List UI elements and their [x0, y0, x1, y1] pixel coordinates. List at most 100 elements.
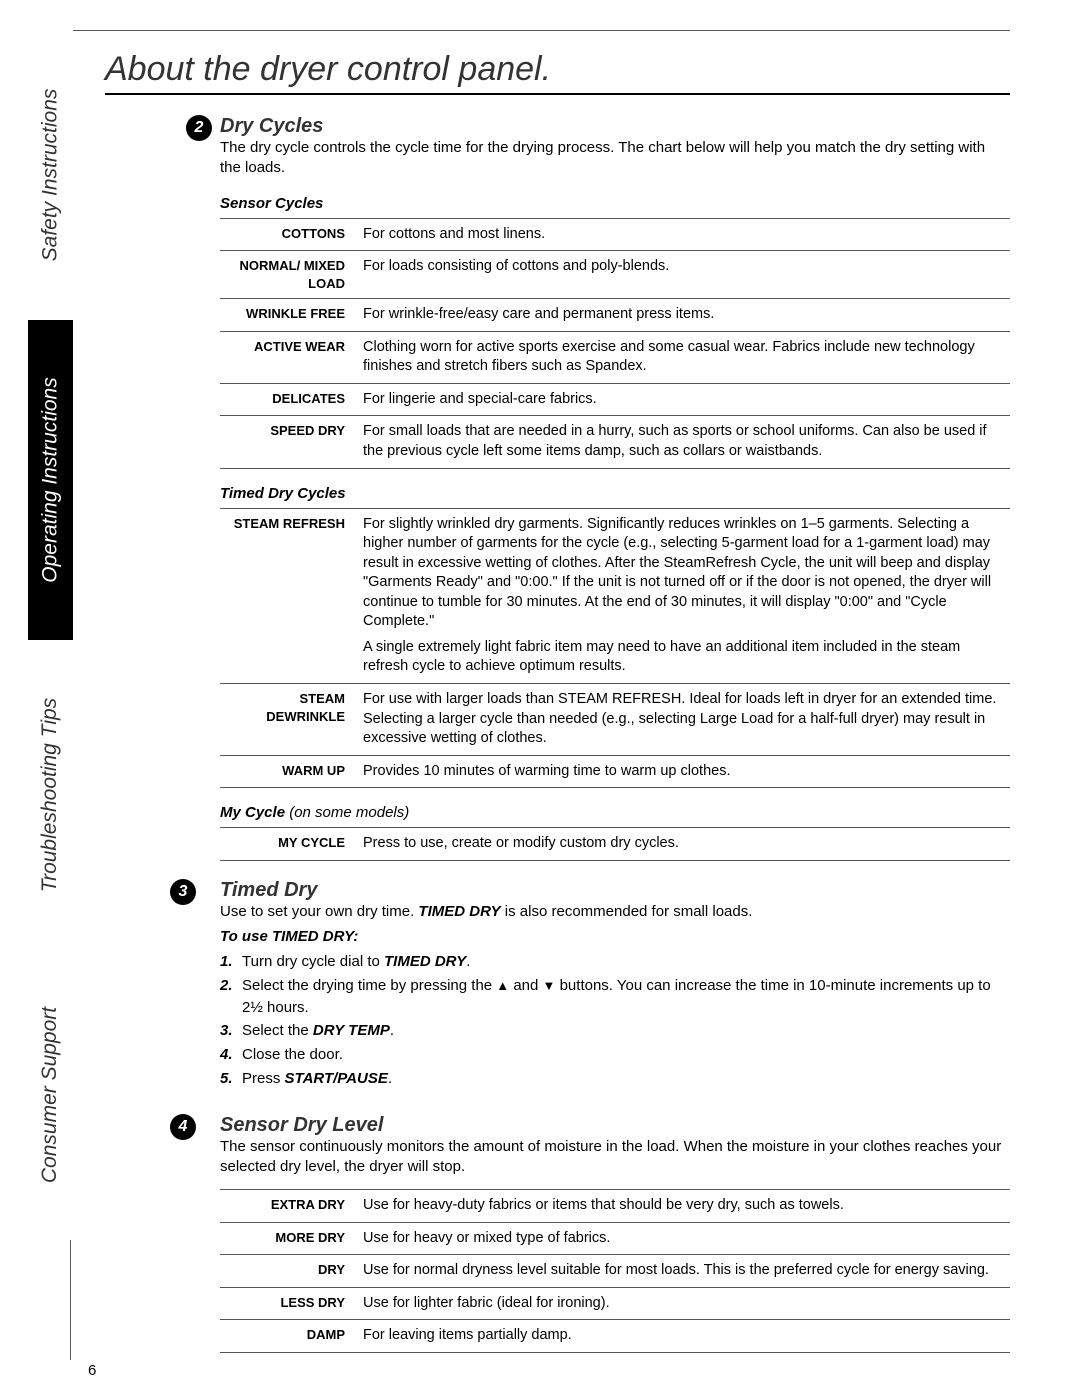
intro-sensor-dry-level: The sensor continuously monitors the amo…: [220, 1137, 1010, 1178]
cycle-label: DELICATES: [220, 383, 355, 416]
table-sensor-cycles: COTTONSFor cottons and most linens.NORMA…: [220, 218, 1010, 469]
my-cycle-note: (on some models): [285, 804, 409, 821]
cycle-label: LESS DRY: [220, 1287, 355, 1320]
table-row: ACTIVE WEARClothing worn for active spor…: [220, 331, 1010, 383]
table-row: LESS DRYUse for lighter fabric (ideal fo…: [220, 1287, 1010, 1320]
cycle-label: NORMAL/ MIXED LOAD: [220, 251, 355, 299]
t: Select the drying time by pressing the: [242, 977, 496, 994]
cycle-description: For loads consisting of cottons and poly…: [355, 251, 1010, 299]
txt-bold: TIMED DRY: [418, 903, 500, 920]
table-row: WRINKLE FREEFor wrinkle-free/easy care a…: [220, 299, 1010, 332]
txt: is also recommended for small loads.: [501, 903, 753, 920]
table-my-cycle: MY CYCLEPress to use, create or modify c…: [220, 827, 1010, 861]
cycle-label: ACTIVE WEAR: [220, 331, 355, 383]
cycle-description: For cottons and most linens.: [355, 218, 1010, 251]
list-item: 5.Press START/PAUSE.: [220, 1068, 1010, 1090]
sidebar-tab: Consumer Support: [28, 950, 73, 1240]
heading-dry-cycles: Dry Cycles: [220, 115, 1010, 138]
page-title: About the dryer control panel.: [105, 50, 1010, 95]
sidebar-tabs: Safety Instructions Operating Instruction…: [28, 30, 73, 1360]
cycle-description: Press to use, create or modify custom dr…: [355, 828, 1010, 861]
heading-my-cycle: My Cycle (on some models): [220, 804, 1010, 821]
sidebar-tab-label: Troubleshooting Tips: [39, 698, 63, 892]
table-row: SPEED DRYFor small loads that are needed…: [220, 416, 1010, 468]
table-row: EXTRA DRYUse for heavy-duty fabrics or i…: [220, 1190, 1010, 1223]
section-timed-dry: 3 Timed Dry Use to set your own dry time…: [220, 879, 1010, 1090]
num: 2.: [220, 975, 242, 1019]
cycle-description-extra: A single extremely light fabric item may…: [363, 638, 1002, 677]
sidebar-tab-label: Consumer Support: [39, 1007, 63, 1183]
page-number: 6: [88, 1362, 96, 1379]
bullet-2-icon: 2: [186, 115, 212, 141]
num: 4.: [220, 1044, 242, 1066]
step-text: Press START/PAUSE.: [242, 1068, 392, 1090]
t: .: [388, 1070, 392, 1087]
cycle-description: For use with larger loads than STEAM REF…: [355, 684, 1010, 756]
t: START/PAUSE: [285, 1070, 388, 1087]
section-sensor-dry-level: 4 Sensor Dry Level The sensor continuous…: [220, 1114, 1010, 1353]
cycle-label: MORE DRY: [220, 1222, 355, 1255]
step-text: Turn dry cycle dial to TIMED DRY.: [242, 951, 470, 973]
cycle-description: Clothing worn for active sports exercise…: [355, 331, 1010, 383]
t: TIMED DRY: [384, 953, 466, 970]
timed-dry-steps: 1.Turn dry cycle dial to TIMED DRY. 2.Se…: [220, 951, 1010, 1090]
table-sensor-dry-level: EXTRA DRYUse for heavy-duty fabrics or i…: [220, 1189, 1010, 1353]
table-row: DAMPFor leaving items partially damp.: [220, 1320, 1010, 1353]
heading-timed-dry: Timed Dry: [220, 879, 1010, 902]
t: .: [390, 1022, 394, 1039]
list-item: 3.Select the DRY TEMP.: [220, 1020, 1010, 1042]
table-row: DRYUse for normal dryness level suitable…: [220, 1255, 1010, 1288]
heading-to-use-timed-dry: To use TIMED DRY:: [220, 928, 1010, 945]
cycle-description: Use for normal dryness level suitable fo…: [355, 1255, 1010, 1288]
cycle-description: Use for heavy or mixed type of fabrics.: [355, 1222, 1010, 1255]
bullet-4-icon: 4: [170, 1114, 196, 1140]
cycle-description: For slightly wrinkled dry garments. Sign…: [355, 508, 1010, 684]
cycle-description: For wrinkle-free/easy care and permanent…: [355, 299, 1010, 332]
sidebar-tab: Safety Instructions: [28, 30, 73, 320]
sidebar-tab: Operating Instructions: [28, 320, 73, 640]
table-row: DELICATESFor lingerie and special-care f…: [220, 383, 1010, 416]
cycle-label: WRINKLE FREE: [220, 299, 355, 332]
txt: Use to set your own dry time.: [220, 903, 418, 920]
heading-timed-dry-cycles: Timed Dry Cycles: [220, 485, 1010, 502]
cycle-description: Provides 10 minutes of warming time to w…: [355, 755, 1010, 788]
table-row: MY CYCLEPress to use, create or modify c…: [220, 828, 1010, 861]
down-arrow-icon: ▼: [543, 978, 556, 993]
t: .: [466, 953, 470, 970]
table-timed-dry-cycles: STEAM REFRESHFor slightly wrinkled dry g…: [220, 508, 1010, 789]
table-row: NORMAL/ MIXED LOADFor loads consisting o…: [220, 251, 1010, 299]
sidebar-tab: Troubleshooting Tips: [28, 640, 73, 950]
num: 5.: [220, 1068, 242, 1090]
cycle-description: Use for lighter fabric (ideal for ironin…: [355, 1287, 1010, 1320]
cycle-description: Use for heavy-duty fabrics or items that…: [355, 1190, 1010, 1223]
t: Press: [242, 1070, 285, 1087]
table-row: COTTONSFor cottons and most linens.: [220, 218, 1010, 251]
heading-sensor-dry-level: Sensor Dry Level: [220, 1114, 1010, 1137]
t: Turn dry cycle dial to: [242, 953, 384, 970]
intro-dry-cycles: The dry cycle controls the cycle time fo…: [220, 138, 1010, 179]
t: DRY TEMP: [313, 1022, 390, 1039]
cycle-label: DRY: [220, 1255, 355, 1288]
table-row: MORE DRYUse for heavy or mixed type of f…: [220, 1222, 1010, 1255]
up-arrow-icon: ▲: [496, 978, 509, 993]
cycle-label: WARM UP: [220, 755, 355, 788]
num: 1.: [220, 951, 242, 973]
cycle-label: SPEED DRY: [220, 416, 355, 468]
step-text: Select the DRY TEMP.: [242, 1020, 394, 1042]
sidebar-tab-label: Safety Instructions: [39, 89, 63, 262]
section-dry-cycles: 2 Dry Cycles The dry cycle controls the …: [220, 115, 1010, 861]
table-row: WARM UPProvides 10 minutes of warming ti…: [220, 755, 1010, 788]
cycle-label: DAMP: [220, 1320, 355, 1353]
cycle-label: STEAM DEWRINKLE: [220, 684, 355, 756]
list-item: 4.Close the door.: [220, 1044, 1010, 1066]
cycle-label: MY CYCLE: [220, 828, 355, 861]
bullet-3-icon: 3: [170, 879, 196, 905]
list-item: 1.Turn dry cycle dial to TIMED DRY.: [220, 951, 1010, 973]
my-cycle-label: My Cycle: [220, 804, 285, 821]
cycle-description: For leaving items partially damp.: [355, 1320, 1010, 1353]
sidebar-tab-label: Operating Instructions: [39, 377, 63, 582]
step-text: Close the door.: [242, 1044, 343, 1066]
cycle-label: COTTONS: [220, 218, 355, 251]
cycle-description: For small loads that are needed in a hur…: [355, 416, 1010, 468]
table-row: STEAM REFRESHFor slightly wrinkled dry g…: [220, 508, 1010, 684]
